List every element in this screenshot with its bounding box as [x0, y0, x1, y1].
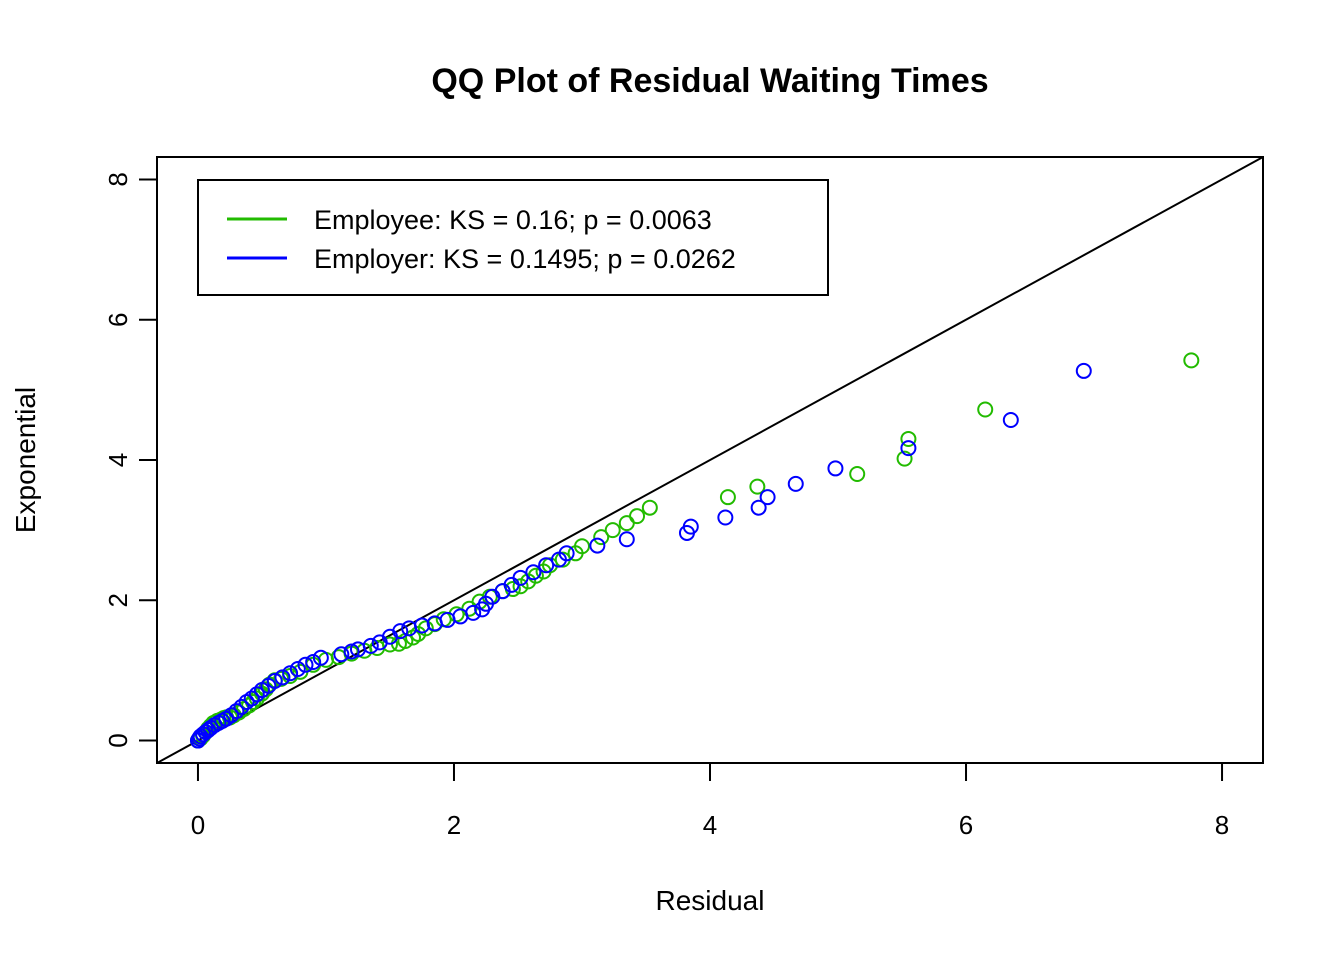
- data-point: [228, 703, 245, 720]
- data-point: [896, 450, 913, 467]
- x-axis-label: Residual: [656, 885, 765, 916]
- y-tick-label: 0: [103, 733, 133, 747]
- data-point: [392, 623, 409, 640]
- data-point: [417, 620, 434, 637]
- y-tick-label: 6: [103, 312, 133, 326]
- y-axis: 0 2 4 6 8: [103, 172, 158, 748]
- data-point: [282, 665, 299, 682]
- data-point: [465, 604, 482, 621]
- series-employer: [189, 362, 1092, 749]
- data-point: [297, 656, 314, 673]
- data-point: [538, 557, 555, 574]
- data-point: [593, 529, 610, 546]
- data-point: [1002, 412, 1019, 429]
- data-point: [527, 567, 544, 584]
- data-point: [512, 569, 529, 586]
- data-point: [682, 518, 699, 535]
- data-point: [759, 489, 776, 506]
- data-point: [305, 654, 322, 670]
- data-point: [274, 669, 291, 686]
- y-tick-label: 8: [103, 172, 133, 186]
- data-point: [233, 698, 250, 715]
- data-point: [1183, 352, 1200, 369]
- data-point: [604, 522, 621, 539]
- data-point: [343, 643, 360, 660]
- x-axis: 0 2 4 6 8: [191, 762, 1229, 840]
- x-tick-label: 2: [447, 810, 461, 840]
- data-point: [629, 508, 646, 525]
- x-tick-label: 6: [959, 810, 973, 840]
- y-tick-label: 2: [103, 593, 133, 607]
- data-point: [719, 489, 736, 506]
- data-point: [787, 475, 804, 492]
- data-point: [573, 538, 590, 555]
- legend-label-employee: Employee: KS = 0.16; p = 0.0063: [314, 205, 712, 235]
- data-point: [589, 537, 606, 554]
- data-point: [977, 401, 994, 418]
- x-tick-label: 0: [191, 810, 205, 840]
- y-axis-label: Exponential: [10, 387, 41, 533]
- data-point: [381, 636, 398, 653]
- data-point: [750, 499, 767, 516]
- data-point: [641, 499, 658, 516]
- data-point: [362, 637, 379, 654]
- data-point: [333, 646, 350, 663]
- legend-box: [197, 179, 829, 296]
- data-point: [243, 690, 260, 707]
- data-point: [289, 661, 306, 678]
- data-point: [248, 686, 265, 703]
- data-point: [558, 545, 575, 562]
- x-tick-label: 4: [703, 810, 717, 840]
- data-point: [717, 509, 734, 526]
- x-tick-label: 8: [1215, 810, 1229, 840]
- y-tick-label: 4: [103, 453, 133, 467]
- data-point: [273, 670, 290, 687]
- chart-title: QQ Plot of Residual Waiting Times: [431, 62, 988, 100]
- data-point: [266, 672, 283, 689]
- legend-label-employer: Employer: KS = 0.1495; p = 0.0262: [314, 244, 736, 274]
- data-point: [248, 690, 265, 707]
- data-point: [1075, 362, 1092, 379]
- data-point: [749, 478, 766, 495]
- data-points: [189, 352, 1200, 749]
- data-point: [223, 707, 240, 724]
- data-point: [827, 460, 844, 477]
- data-point: [618, 531, 635, 548]
- data-point: [900, 430, 917, 447]
- data-point: [312, 649, 329, 666]
- data-point: [525, 564, 542, 581]
- data-point: [849, 466, 866, 483]
- legend: Employee: KS = 0.16; p = 0.0063 Employer…: [197, 179, 829, 296]
- data-point: [900, 440, 917, 457]
